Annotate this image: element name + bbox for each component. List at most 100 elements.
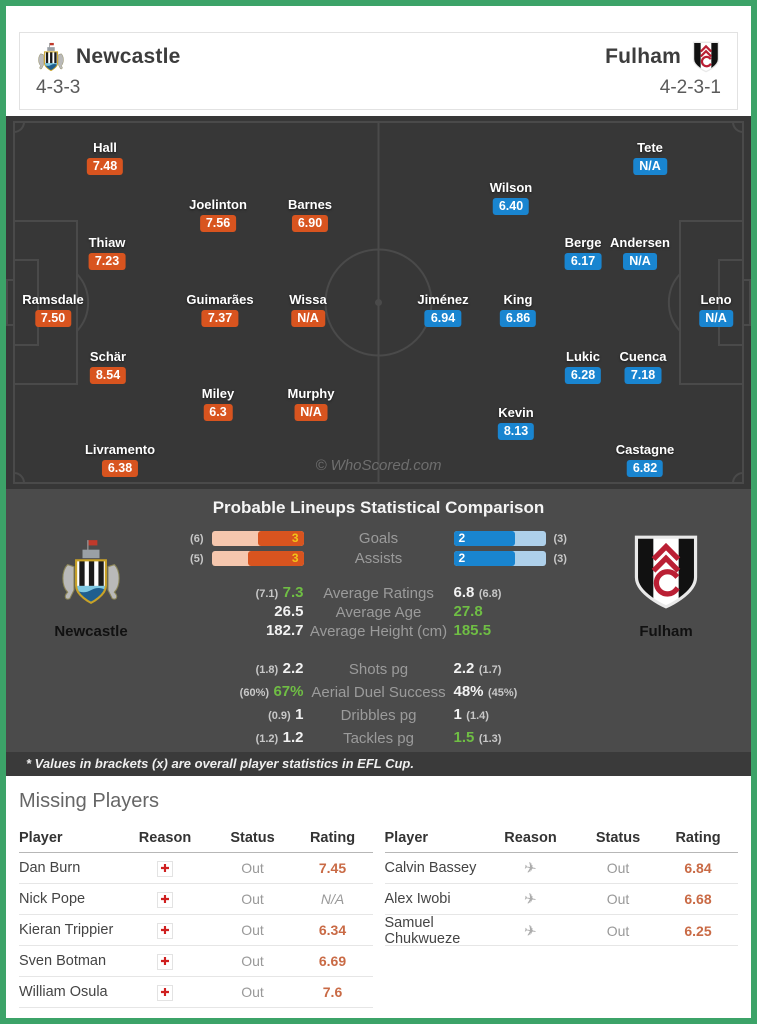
player-name[interactable]: Thiaw bbox=[88, 235, 126, 250]
fulham-crest-icon bbox=[691, 41, 721, 73]
stat-label: Average Age bbox=[335, 604, 422, 621]
reason-cell: ✚ bbox=[118, 890, 213, 909]
player-rating-badge: 7.48 bbox=[86, 158, 124, 175]
missing-player-row: Alex Iwobi ✈ Out 6.68 bbox=[384, 884, 738, 915]
missing-player-name[interactable]: Nick Pope bbox=[19, 891, 86, 907]
player-name[interactable]: Tete bbox=[637, 140, 663, 155]
missing-player-name[interactable]: Kieran Trippier bbox=[19, 922, 114, 938]
missing-player-name[interactable]: Samuel Chukwueze bbox=[384, 915, 461, 947]
player-name[interactable]: Schär bbox=[89, 349, 127, 364]
pitch-player[interactable]: Barnes 6.90 bbox=[288, 197, 332, 232]
home-team-header[interactable]: Newcastle bbox=[36, 41, 181, 73]
pitch-player[interactable]: Lukic 6.28 bbox=[564, 349, 602, 384]
player-rating-badge: 6.40 bbox=[492, 198, 530, 215]
pitch-player[interactable]: Wilson 6.40 bbox=[489, 180, 533, 215]
home-bracket-value: (60%) bbox=[239, 687, 270, 699]
missing-player-name[interactable]: Sven Botman bbox=[19, 953, 107, 969]
home-bar-value: 3 bbox=[291, 551, 299, 565]
pitch-player[interactable]: Guimarães 7.37 bbox=[186, 292, 254, 327]
missing-player-row: William Osula ✚ Out 7.6 bbox=[19, 977, 373, 1008]
player-rating-badge: 6.82 bbox=[626, 460, 664, 477]
away-bracket-value: (45%) bbox=[487, 687, 518, 699]
stat-label: Goals bbox=[358, 530, 399, 547]
player-name[interactable]: Jiménez bbox=[417, 292, 469, 307]
player-name[interactable]: Miley bbox=[201, 386, 235, 401]
missing-player-row: Samuel Chukwueze ✈ Out 6.25 bbox=[384, 915, 738, 947]
player-name[interactable]: Murphy bbox=[287, 386, 335, 401]
home-stat-value: 1.2 bbox=[282, 729, 304, 746]
pitch-player[interactable]: Ramsdale 7.50 bbox=[22, 292, 84, 327]
away-bracket-value: (1.3) bbox=[478, 733, 502, 745]
stat-label: Tackles pg bbox=[343, 729, 414, 747]
player-name[interactable]: Wilson bbox=[489, 180, 533, 195]
home-team-name[interactable]: Newcastle bbox=[76, 45, 181, 68]
rating-cell: N/A bbox=[320, 891, 345, 907]
pitch-player[interactable]: Tete N/A bbox=[633, 140, 667, 175]
pitch-player[interactable]: Murphy N/A bbox=[287, 386, 335, 421]
pitch-player[interactable]: Miley 6.3 bbox=[201, 386, 235, 421]
international-duty-icon: ✈ bbox=[522, 921, 539, 941]
player-name[interactable]: Berge bbox=[564, 235, 602, 250]
pitch-player[interactable]: Jiménez 6.94 bbox=[417, 292, 469, 327]
pitch-player[interactable]: Kevin 8.13 bbox=[497, 405, 535, 440]
pitch-player[interactable]: Cuenca 7.18 bbox=[619, 349, 667, 384]
player-rating-badge: 7.18 bbox=[624, 367, 662, 384]
missing-player-row: Kieran Trippier ✚ Out 6.34 bbox=[19, 915, 373, 946]
pitch-player[interactable]: Joelinton 7.56 bbox=[189, 197, 247, 232]
player-name[interactable]: Castagne bbox=[615, 442, 675, 457]
home-stat-value: 26.5 bbox=[274, 603, 304, 620]
pitch-markings bbox=[6, 121, 751, 484]
rating-cell: 7.6 bbox=[322, 984, 343, 1000]
pitch-player[interactable]: Wissa N/A bbox=[289, 292, 327, 327]
player-name[interactable]: Barnes bbox=[287, 197, 333, 212]
missing-player-name[interactable]: Alex Iwobi bbox=[384, 891, 451, 907]
player-name[interactable]: King bbox=[503, 292, 533, 307]
reason-cell: ✈ bbox=[483, 922, 578, 941]
player-name[interactable]: Leno bbox=[700, 292, 732, 307]
player-rating-badge: 7.50 bbox=[34, 310, 72, 327]
pitch-player[interactable]: Andersen N/A bbox=[610, 235, 670, 270]
pitch-player[interactable]: Schär 8.54 bbox=[89, 349, 127, 384]
col-rating: Rating bbox=[309, 829, 356, 846]
away-stat-value: 1.5 bbox=[453, 729, 475, 746]
pitch-player[interactable]: Castagne 6.82 bbox=[615, 442, 675, 477]
home-bracket-value: (1.2) bbox=[255, 733, 279, 745]
stat-label: Aerial Duel Success bbox=[311, 683, 446, 701]
player-name[interactable]: Andersen bbox=[610, 235, 670, 250]
player-name[interactable]: Ramsdale bbox=[22, 292, 84, 307]
player-name[interactable]: Guimarães bbox=[186, 292, 254, 307]
pitch-player[interactable]: Berge 6.17 bbox=[564, 235, 602, 270]
away-stat-bar: 2 bbox=[453, 531, 546, 546]
injury-icon: ✚ bbox=[157, 892, 173, 909]
player-rating-badge: 7.37 bbox=[201, 310, 239, 327]
pitch-player[interactable]: King 6.86 bbox=[499, 292, 537, 327]
missing-player-name[interactable]: Dan Burn bbox=[19, 860, 81, 876]
comparison-stat-row: (0.9) 1 Dribbles pg 1 (1.4) bbox=[159, 704, 599, 727]
lineup-comparison-panel: Probable Lineups Statistical Comparison … bbox=[6, 489, 751, 776]
player-name[interactable]: Wissa bbox=[289, 292, 327, 307]
missing-player-name[interactable]: Calvin Bassey bbox=[384, 860, 477, 876]
rating-cell: 6.25 bbox=[684, 923, 712, 939]
stat-label: Shots pg bbox=[348, 660, 409, 678]
player-name[interactable]: Cuenca bbox=[619, 349, 667, 364]
player-name[interactable]: Hall bbox=[93, 140, 117, 155]
home-formation: 4-3-3 bbox=[36, 77, 81, 98]
rating-cell: 7.45 bbox=[318, 860, 347, 876]
rating-cell: 6.68 bbox=[684, 891, 712, 907]
pitch-player[interactable]: Thiaw 7.23 bbox=[88, 235, 126, 270]
missing-player-name[interactable]: William Osula bbox=[19, 984, 108, 1000]
pitch-player[interactable]: Leno N/A bbox=[699, 292, 733, 327]
player-name[interactable]: Kevin bbox=[498, 405, 534, 420]
away-team-header[interactable]: Fulham bbox=[605, 41, 721, 73]
player-name[interactable]: Lukic bbox=[566, 349, 600, 364]
comparison-stat-row: (1.8) 2.2 Shots pg 2.2 (1.7) bbox=[159, 658, 599, 681]
rating-cell: 6.34 bbox=[318, 922, 347, 938]
away-team-name[interactable]: Fulham bbox=[605, 45, 681, 68]
player-name[interactable]: Joelinton bbox=[189, 197, 247, 212]
player-name[interactable]: Livramento bbox=[84, 442, 156, 457]
col-rating: Rating bbox=[675, 829, 721, 846]
away-bracket-value: (3) bbox=[553, 532, 567, 545]
pitch-player[interactable]: Hall 7.48 bbox=[86, 140, 124, 175]
away-stat-value: 1 bbox=[453, 706, 462, 723]
pitch-player[interactable]: Livramento 6.38 bbox=[85, 442, 155, 477]
